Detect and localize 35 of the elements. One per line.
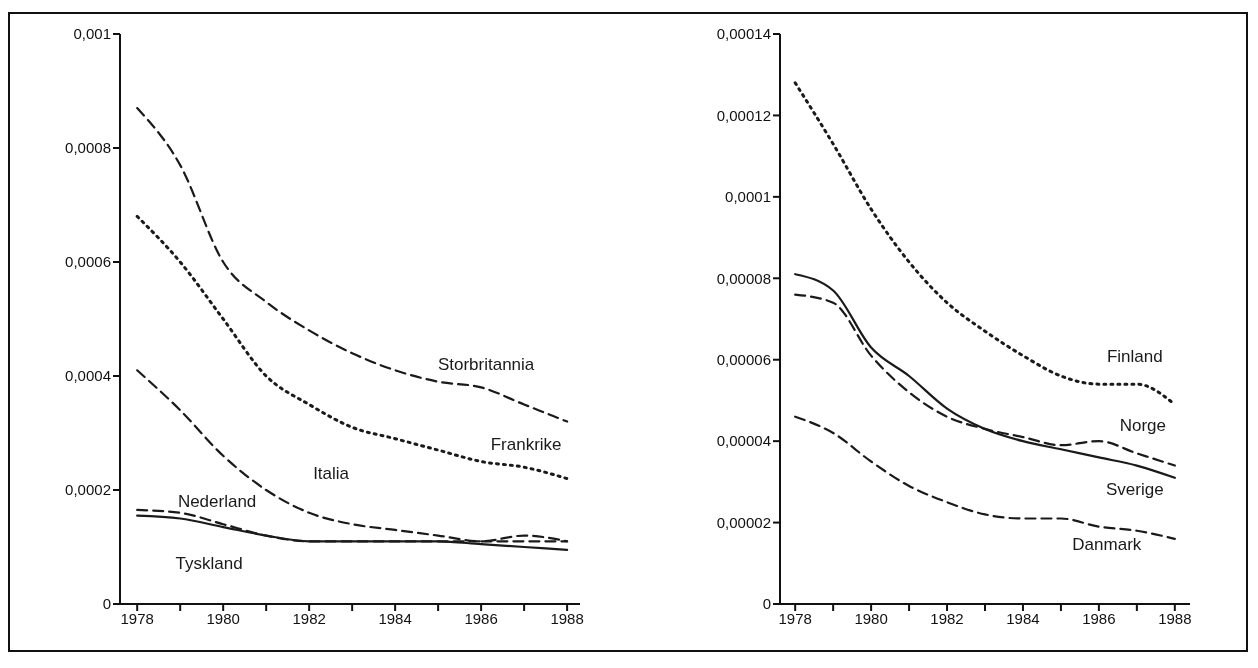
y-tick-label: 0,00012 <box>716 106 771 124</box>
series-label: Nederland <box>177 491 257 511</box>
y-tick-label: 0 <box>102 595 111 613</box>
x-tick-label: 1984 <box>1006 609 1040 627</box>
x-tick-label: 1980 <box>206 609 240 627</box>
series-label: Danmark <box>1072 535 1142 555</box>
y-tick-label: 0,00002 <box>716 513 771 531</box>
y-tick-label: 0,0006 <box>65 253 111 271</box>
x-tick-label: 1980 <box>854 609 888 627</box>
x-tick-label: 1988 <box>550 609 584 627</box>
series-label: Finland <box>1106 347 1163 366</box>
series-label: Tyskland <box>175 554 243 574</box>
y-tick-label: 0,00008 <box>716 269 771 287</box>
x-tick-label: 1982 <box>930 609 964 627</box>
series-label: Storbritannia <box>437 355 535 375</box>
x-tick-label: 1988 <box>1158 609 1192 627</box>
series-label: Italia <box>313 463 350 483</box>
x-tick-label: 1978 <box>120 609 154 627</box>
x-tick-label: 1982 <box>292 609 326 627</box>
x-tick-label: 1986 <box>1082 609 1116 627</box>
y-tick-label: 0,0002 <box>65 481 111 499</box>
y-tick-label: 0,00004 <box>716 432 771 450</box>
x-tick-label: 1978 <box>778 609 812 627</box>
y-tick-label: 0 <box>762 595 771 613</box>
y-tick-label: 0,00006 <box>716 351 771 369</box>
series-label: Norge <box>1119 416 1166 436</box>
series-label: Sverige <box>1105 480 1164 500</box>
series-label: Frankrike <box>490 435 562 455</box>
x-tick-label: 1986 <box>464 609 498 627</box>
y-tick-label: 0,0004 <box>65 367 111 385</box>
x-tick-label: 1984 <box>378 609 412 627</box>
y-tick-label: 0,00014 <box>716 25 771 43</box>
y-tick-label: 0,001 <box>73 25 111 43</box>
y-tick-label: 0,0001 <box>725 188 771 206</box>
y-tick-label: 0,0008 <box>65 139 111 157</box>
